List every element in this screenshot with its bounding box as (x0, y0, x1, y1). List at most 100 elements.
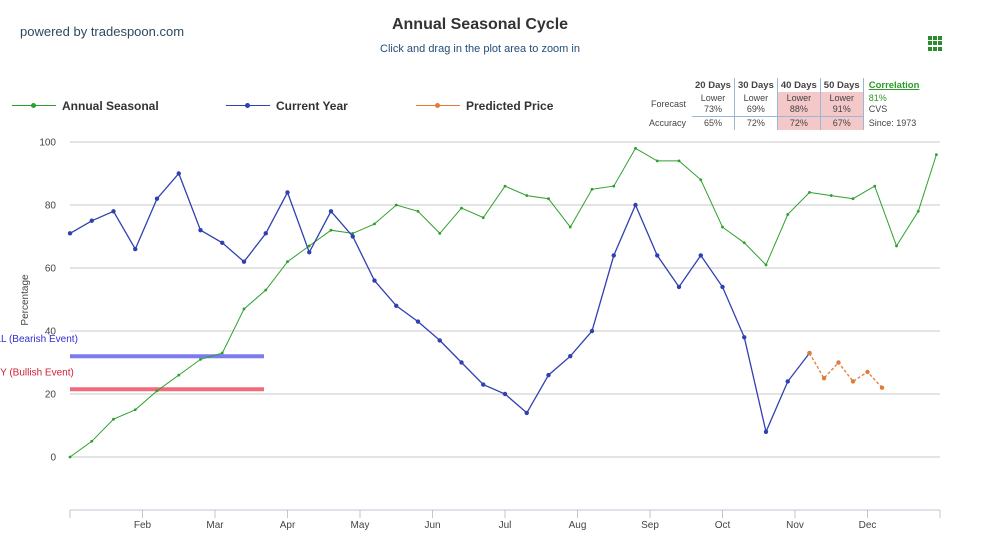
data-point (568, 225, 572, 229)
data-point (394, 303, 399, 308)
data-point (916, 209, 920, 213)
data-point (836, 360, 841, 365)
x-tick-label: Aug (569, 520, 587, 531)
header-20-days: 20 Days (695, 79, 731, 91)
data-point (89, 218, 94, 223)
data-point (677, 159, 681, 163)
x-tick-label: Sep (641, 520, 659, 531)
x-tick-label: Mar (206, 520, 224, 531)
data-point (503, 184, 507, 188)
data-point (155, 389, 159, 393)
data-point (676, 284, 682, 290)
event-label: BUY (Bullish Event) (0, 367, 74, 378)
data-point (154, 196, 160, 201)
x-tick-label: Apr (280, 520, 296, 531)
data-point (721, 225, 724, 229)
data-point (133, 408, 137, 412)
data-point (90, 439, 94, 443)
data-point (612, 184, 616, 188)
since-label: Since: 1973 (862, 116, 923, 130)
chart-subtitle: Click and drag in the plot area to zoom … (380, 43, 580, 55)
data-point (241, 259, 247, 264)
legend-label: Annual Seasonal (62, 99, 159, 113)
data-point (285, 190, 290, 195)
data-point (699, 178, 703, 182)
data-point (865, 369, 870, 375)
x-tick-label: Jun (424, 520, 440, 531)
data-point (502, 391, 508, 397)
title-block: Annual Seasonal Cycle Click and drag in … (340, 16, 620, 55)
data-point (525, 194, 529, 197)
forecast-cell: Lower 73% (700, 93, 726, 114)
accuracy-cell: 72% (776, 116, 821, 130)
data-point (199, 357, 202, 361)
legend-label: Current Year (276, 99, 348, 113)
data-point (568, 354, 573, 359)
data-point (879, 385, 885, 390)
brand-text: powered by tradespoon.com (20, 24, 185, 39)
data-point (611, 253, 616, 258)
header-40-days: 40 Days (776, 78, 821, 92)
data-point (590, 187, 594, 191)
data-point (111, 209, 116, 214)
series-line (69, 172, 811, 434)
ticker-label: CVS (868, 104, 888, 115)
data-point (176, 171, 181, 176)
legend-item-predicted-price[interactable]: Predicted Price (416, 98, 553, 114)
event-label: SELL (Bearish Event) (0, 334, 78, 345)
data-point (764, 263, 768, 267)
data-point (350, 234, 355, 239)
x-tick-label: Dec (859, 520, 877, 531)
data-point (67, 231, 73, 236)
y-tick-label: 100 (39, 138, 56, 149)
data-point (220, 351, 224, 355)
legend-swatch-icon (12, 101, 56, 111)
data-point (589, 328, 595, 334)
data-point (808, 191, 811, 194)
data-point (524, 410, 529, 416)
accuracy-cell: 72% (733, 116, 778, 130)
legend-label: Predicted Price (466, 99, 554, 113)
data-point (438, 231, 442, 235)
data-point (133, 246, 138, 252)
series-line (69, 147, 937, 458)
data-point (264, 288, 268, 292)
data-point (373, 222, 376, 226)
data-point (112, 417, 115, 421)
data-point (634, 146, 637, 150)
correlation-link[interactable]: Correlation (868, 79, 920, 91)
correlation-value: 81% (868, 93, 887, 104)
data-point (460, 206, 463, 210)
data-point (763, 429, 769, 434)
grid-menu-icon[interactable] (928, 36, 943, 51)
data-point (655, 159, 659, 163)
data-point (198, 228, 203, 233)
legend-item-current-year[interactable]: Current Year (226, 98, 348, 114)
legend-swatch-icon (226, 101, 270, 111)
data-point (416, 209, 420, 213)
x-tick-label: Feb (134, 520, 152, 531)
data-point (873, 184, 877, 188)
forecast-table: 20 Days 30 Days 40 Days 50 Days Correlat… (646, 78, 923, 130)
data-point (786, 213, 790, 216)
x-tick-label: May (351, 520, 370, 531)
data-point (720, 284, 725, 290)
data-point (934, 153, 938, 157)
y-tick-label: 20 (45, 390, 57, 401)
chart-title: Annual Seasonal Cycle (391, 16, 569, 33)
x-tick-label: Jul (499, 520, 512, 531)
data-point (307, 244, 311, 248)
accuracy-cell: 65% (692, 116, 735, 130)
data-point (415, 319, 421, 324)
data-point (307, 250, 312, 255)
forecast-label: Forecast (651, 98, 687, 109)
data-point (263, 231, 268, 236)
y-tick-label: 40 (45, 327, 57, 338)
data-point (742, 335, 747, 340)
data-point (177, 373, 181, 377)
data-point (742, 241, 746, 245)
legend-item-annual-seasonal[interactable]: Annual Seasonal (12, 98, 159, 114)
y-tick-label: 60 (45, 264, 57, 275)
data-point (633, 202, 638, 208)
